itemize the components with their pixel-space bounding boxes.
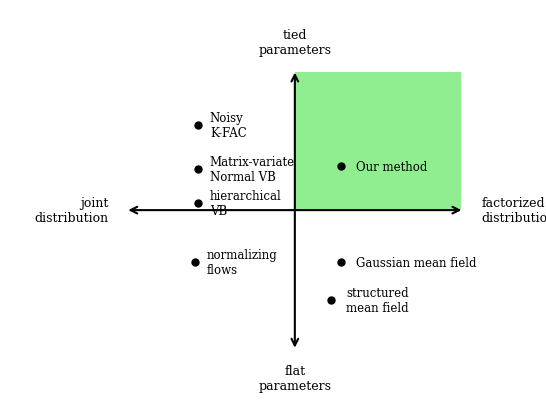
Bar <box>295 73 461 211</box>
Text: flat
parameters: flat parameters <box>258 364 331 392</box>
Text: Noisy
K-FAC: Noisy K-FAC <box>210 111 247 139</box>
Text: hierarchical
VB: hierarchical VB <box>210 190 282 218</box>
Text: normalizing
flows: normalizing flows <box>206 249 277 277</box>
Text: factorized
distribution: factorized distribution <box>482 197 546 224</box>
Text: joint
distribution: joint distribution <box>34 197 108 224</box>
Text: tied
parameters: tied parameters <box>258 29 331 57</box>
Text: Gaussian mean field: Gaussian mean field <box>357 256 477 269</box>
Text: structured
mean field: structured mean field <box>347 286 409 314</box>
Text: Our method: Our method <box>357 160 428 173</box>
Text: Matrix-variate
Normal VB: Matrix-variate Normal VB <box>210 156 295 183</box>
